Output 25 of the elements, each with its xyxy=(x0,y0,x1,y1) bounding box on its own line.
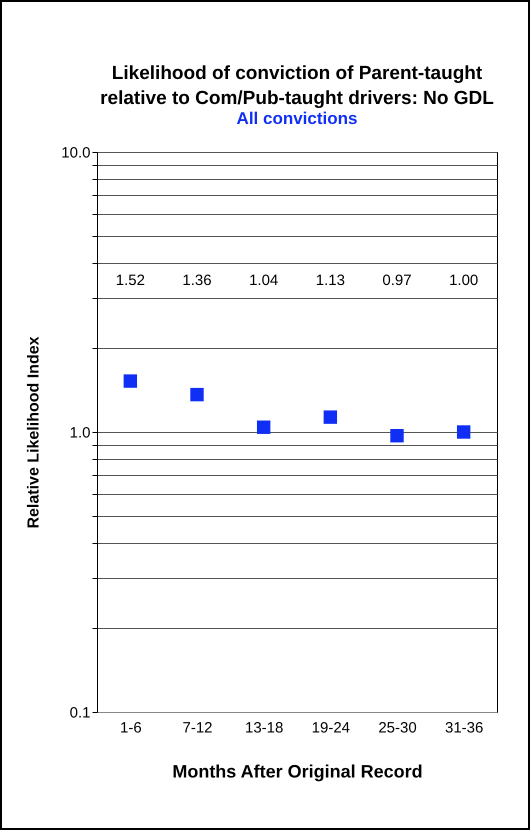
text: 1.36 xyxy=(182,272,212,289)
text: 1.04 xyxy=(249,272,278,289)
text: 1.00 xyxy=(449,272,478,289)
y-tick-label: 1.0 xyxy=(70,424,90,442)
x-tick-label: 31-36 xyxy=(444,720,484,736)
x-tick-label: 7-12 xyxy=(182,720,213,736)
point xyxy=(456,425,470,439)
x-tick-label: 25-30 xyxy=(378,720,417,736)
text: 0.97 xyxy=(382,272,412,289)
y-tick-label: 0.1 xyxy=(70,704,90,722)
x-tick-label: 19-24 xyxy=(312,720,350,736)
point xyxy=(190,388,204,402)
point xyxy=(256,420,270,434)
x-tick-label: 1-6 xyxy=(120,720,142,736)
y-axis-title: Relative Likelihood Index xyxy=(25,336,42,529)
point xyxy=(390,428,404,442)
text: 1.13 xyxy=(316,272,345,289)
y-tick-label: 10.0 xyxy=(61,144,90,162)
chart-title: Likelihood of conviction of Parent-taught relative to Com/Pub-taught drivers: No GDL xyxy=(100,63,494,109)
point xyxy=(124,374,138,388)
point xyxy=(324,410,338,424)
text: 1.52 xyxy=(116,272,145,289)
x-axis-title: Months After Original Record xyxy=(172,762,423,782)
chart-subtitle: All convictions xyxy=(236,109,358,128)
x-tick-label: 13-18 xyxy=(244,720,284,736)
